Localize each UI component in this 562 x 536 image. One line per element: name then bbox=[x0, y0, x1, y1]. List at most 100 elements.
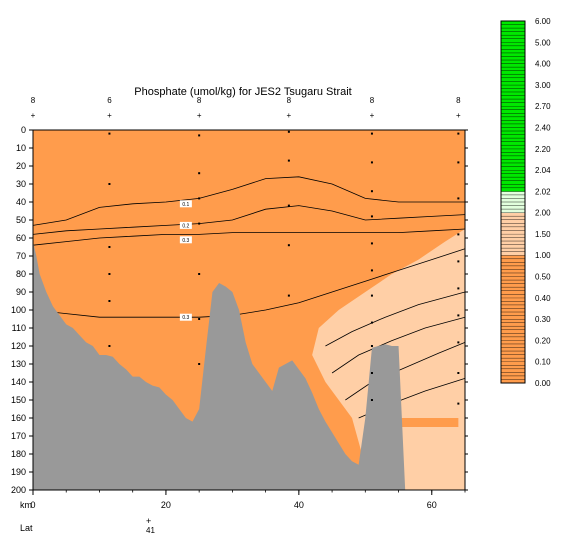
sample-point bbox=[457, 233, 460, 236]
contour-line-0 bbox=[32, 176, 465, 226]
y-tick-label: 120 bbox=[11, 341, 26, 351]
sample-point bbox=[198, 363, 201, 365]
y-tick-label: 10 bbox=[16, 143, 26, 153]
y-tick-label: 0 bbox=[21, 125, 26, 135]
colorbar-tick-label: 1.50 bbox=[535, 230, 551, 239]
colorbar-tick-label: 3.00 bbox=[535, 81, 551, 90]
sample-point bbox=[370, 294, 373, 297]
station-marker-5: + bbox=[456, 111, 461, 120]
x-tick-label: 40 bbox=[294, 500, 304, 510]
y-tick-label: 180 bbox=[11, 449, 26, 459]
contour-label-bg-0 bbox=[179, 200, 192, 208]
y-tick-label: 20 bbox=[16, 161, 26, 171]
station-label-4: 8 bbox=[370, 96, 375, 105]
colorbar-tick-label: 0.00 bbox=[535, 379, 551, 388]
sample-point bbox=[198, 197, 201, 200]
sample-point bbox=[108, 273, 111, 275]
contour-label-3: 0.3 bbox=[182, 315, 189, 321]
y-tick-label: 110 bbox=[12, 323, 26, 333]
sample-point bbox=[370, 161, 373, 164]
sample-point bbox=[198, 134, 201, 137]
x-tick-label: 0 bbox=[30, 500, 35, 510]
sample-point bbox=[287, 159, 290, 162]
contour-label-bg-2 bbox=[179, 236, 192, 244]
colorbar-tick-label: 2.02 bbox=[535, 187, 551, 196]
contour-line-deep-2 bbox=[345, 342, 466, 401]
contour-line-2 bbox=[32, 228, 466, 246]
colorbar-tick-label: 6.00 bbox=[535, 17, 551, 26]
contour-label-2: 0.3 bbox=[182, 238, 189, 244]
colorbar-tick-label: 2.00 bbox=[535, 209, 551, 218]
sample-point bbox=[457, 161, 460, 164]
colorbar-tick-label: 2.04 bbox=[535, 166, 551, 175]
y-tick-label: 190 bbox=[11, 467, 26, 477]
station-marker-2: + bbox=[197, 111, 202, 120]
axes: 0 10 20 30 40 50 60 70 80 90 100 110 120 130 140 150 160… bbox=[11, 125, 468, 510]
sample-point bbox=[370, 132, 373, 135]
station-label-1: 6 bbox=[107, 96, 112, 105]
y-tick-label: 80 bbox=[16, 269, 26, 279]
sample-point bbox=[108, 246, 111, 248]
y-tick-label: 60 bbox=[16, 233, 26, 243]
colorbar-tick-label: 2.40 bbox=[535, 123, 551, 132]
station-label-0: 8 bbox=[31, 96, 36, 105]
contour-line-1 bbox=[32, 205, 466, 235]
field-band bbox=[371, 418, 459, 427]
sample-point bbox=[198, 222, 201, 225]
station-label-3: 8 bbox=[287, 96, 292, 105]
colorbar-tick-label: 0.30 bbox=[535, 315, 551, 324]
colorbar-frame bbox=[500, 20, 526, 384]
sample-point bbox=[198, 273, 201, 275]
station-marker-0: + bbox=[31, 111, 36, 120]
station-marker-1: + bbox=[107, 111, 112, 120]
contour-label-1: 0.2 bbox=[182, 223, 189, 229]
x-tick-label: 20 bbox=[161, 500, 171, 510]
y-tick-label: 30 bbox=[16, 179, 26, 189]
colorbar: 0.00 0.10 0.20 0.30 0.40 0.50 1.00 1.50 2.00 2.02… bbox=[500, 17, 551, 388]
colorbar-tick-label: 0.20 bbox=[535, 336, 551, 345]
y-tick-label: 70 bbox=[16, 251, 26, 261]
colorbar-tick-label: 0.10 bbox=[535, 358, 551, 367]
sample-point bbox=[287, 294, 290, 297]
lat-label: Lat bbox=[20, 523, 33, 533]
sample-point bbox=[457, 260, 460, 263]
colorbar-tick-label: 5.00 bbox=[535, 38, 551, 47]
sample-point bbox=[370, 190, 373, 193]
y-tick-label: 50 bbox=[16, 215, 26, 225]
colorbar-tick-label: 0.50 bbox=[535, 273, 551, 282]
y-tick-label: 90 bbox=[16, 287, 26, 297]
sample-point bbox=[370, 372, 373, 374]
sample-point bbox=[108, 183, 111, 185]
station-label-2: 8 bbox=[197, 96, 202, 105]
sample-point bbox=[370, 215, 373, 218]
y-tick-label: 40 bbox=[16, 197, 26, 207]
contour-line-3 bbox=[32, 248, 466, 318]
y-tick-label: 200 bbox=[11, 485, 26, 495]
plot-area: 0.1 0.2 0.3 0.3 bbox=[32, 130, 466, 490]
y-tick-label: 150 bbox=[11, 395, 26, 405]
x-tick-label: 60 bbox=[427, 500, 437, 510]
sample-point bbox=[370, 269, 373, 272]
contour-label-0: 0.1 bbox=[182, 202, 189, 208]
colorbar-tick-label: 2.20 bbox=[535, 145, 551, 154]
colorbar-tick-label: 1.00 bbox=[535, 251, 551, 260]
sample-point bbox=[287, 130, 290, 133]
colorbar-tick-label: 4.00 bbox=[535, 60, 551, 69]
x-axis-label: km bbox=[20, 500, 32, 510]
bathymetry bbox=[33, 241, 465, 490]
sample-point bbox=[457, 197, 460, 200]
contour-line-deep-1 bbox=[331, 316, 466, 374]
y-tick-label: 100 bbox=[11, 305, 26, 315]
colorbar-tick-label: 2.70 bbox=[535, 102, 551, 111]
sample-point bbox=[370, 345, 373, 347]
station-marker-4: + bbox=[370, 111, 375, 120]
contour-label-bg-1 bbox=[179, 221, 192, 229]
sample-point bbox=[370, 399, 373, 401]
sample-point bbox=[198, 318, 201, 320]
sample-point bbox=[287, 244, 290, 247]
station-markers: 8 +6 +8 +8 +8 +8 + bbox=[31, 96, 461, 120]
sample-point bbox=[370, 242, 373, 245]
chart-title: Phosphate (umol/kg) for JES2 Tsugaru Str… bbox=[134, 86, 351, 98]
sample-point bbox=[108, 345, 111, 347]
sample-point bbox=[457, 314, 460, 317]
